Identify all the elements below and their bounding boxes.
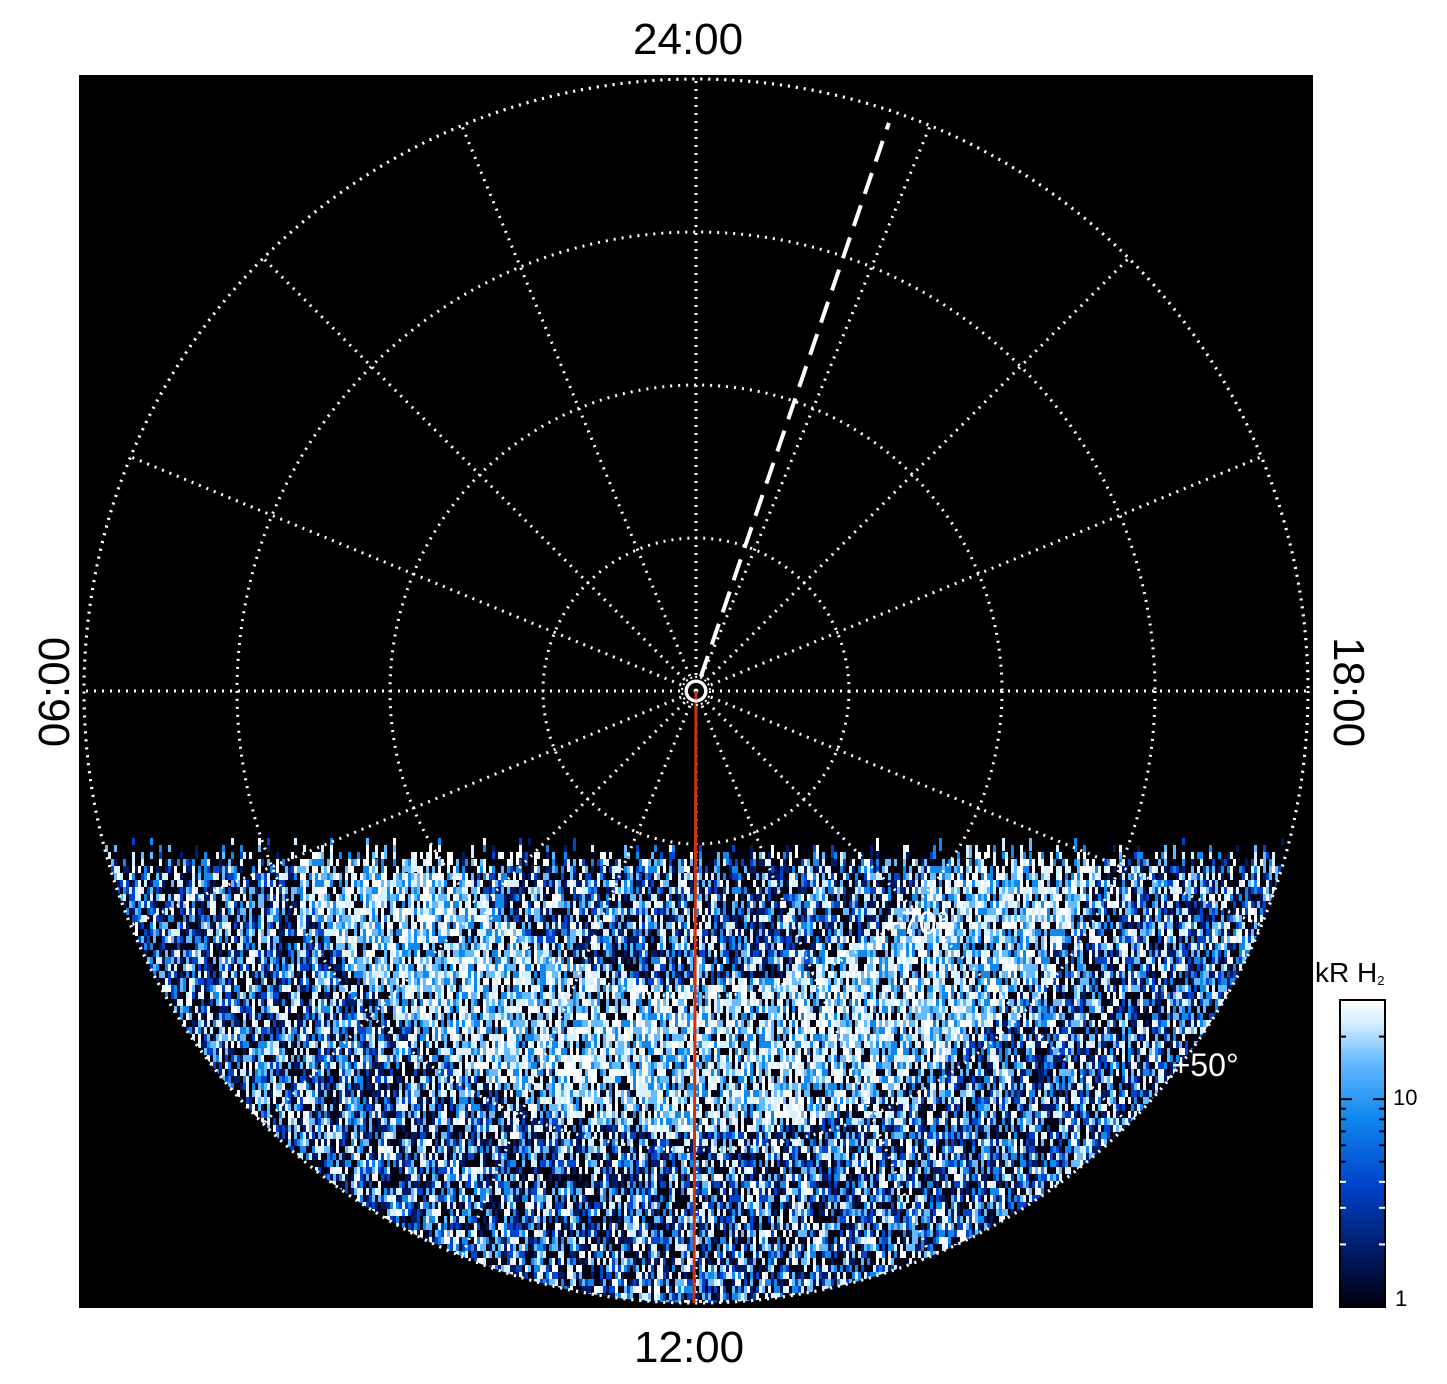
colorbar-gradient (1340, 1000, 1385, 1307)
colorbar-title-subscript: 2 (1377, 973, 1384, 988)
noon-meridian-line (694, 691, 696, 1303)
local-time-label-right: 18:00 (1326, 627, 1370, 757)
local-time-label-bottom: 12:00 (634, 1326, 744, 1370)
latitude-label-70: +70° (882, 905, 949, 941)
colorbar-tick-1: 1 (1395, 1286, 1407, 1312)
colorbar (1340, 1000, 1385, 1307)
local-time-label-top: 24:00 (633, 18, 743, 62)
colorbar-title: kR H2 (1315, 957, 1384, 989)
local-time-label-left: 06:00 (33, 627, 77, 757)
colorbar-tick-10: 10 (1393, 1085, 1417, 1111)
latitude-label-50: +50° (1172, 1047, 1239, 1083)
colorbar-title-text: kR H (1315, 957, 1377, 988)
